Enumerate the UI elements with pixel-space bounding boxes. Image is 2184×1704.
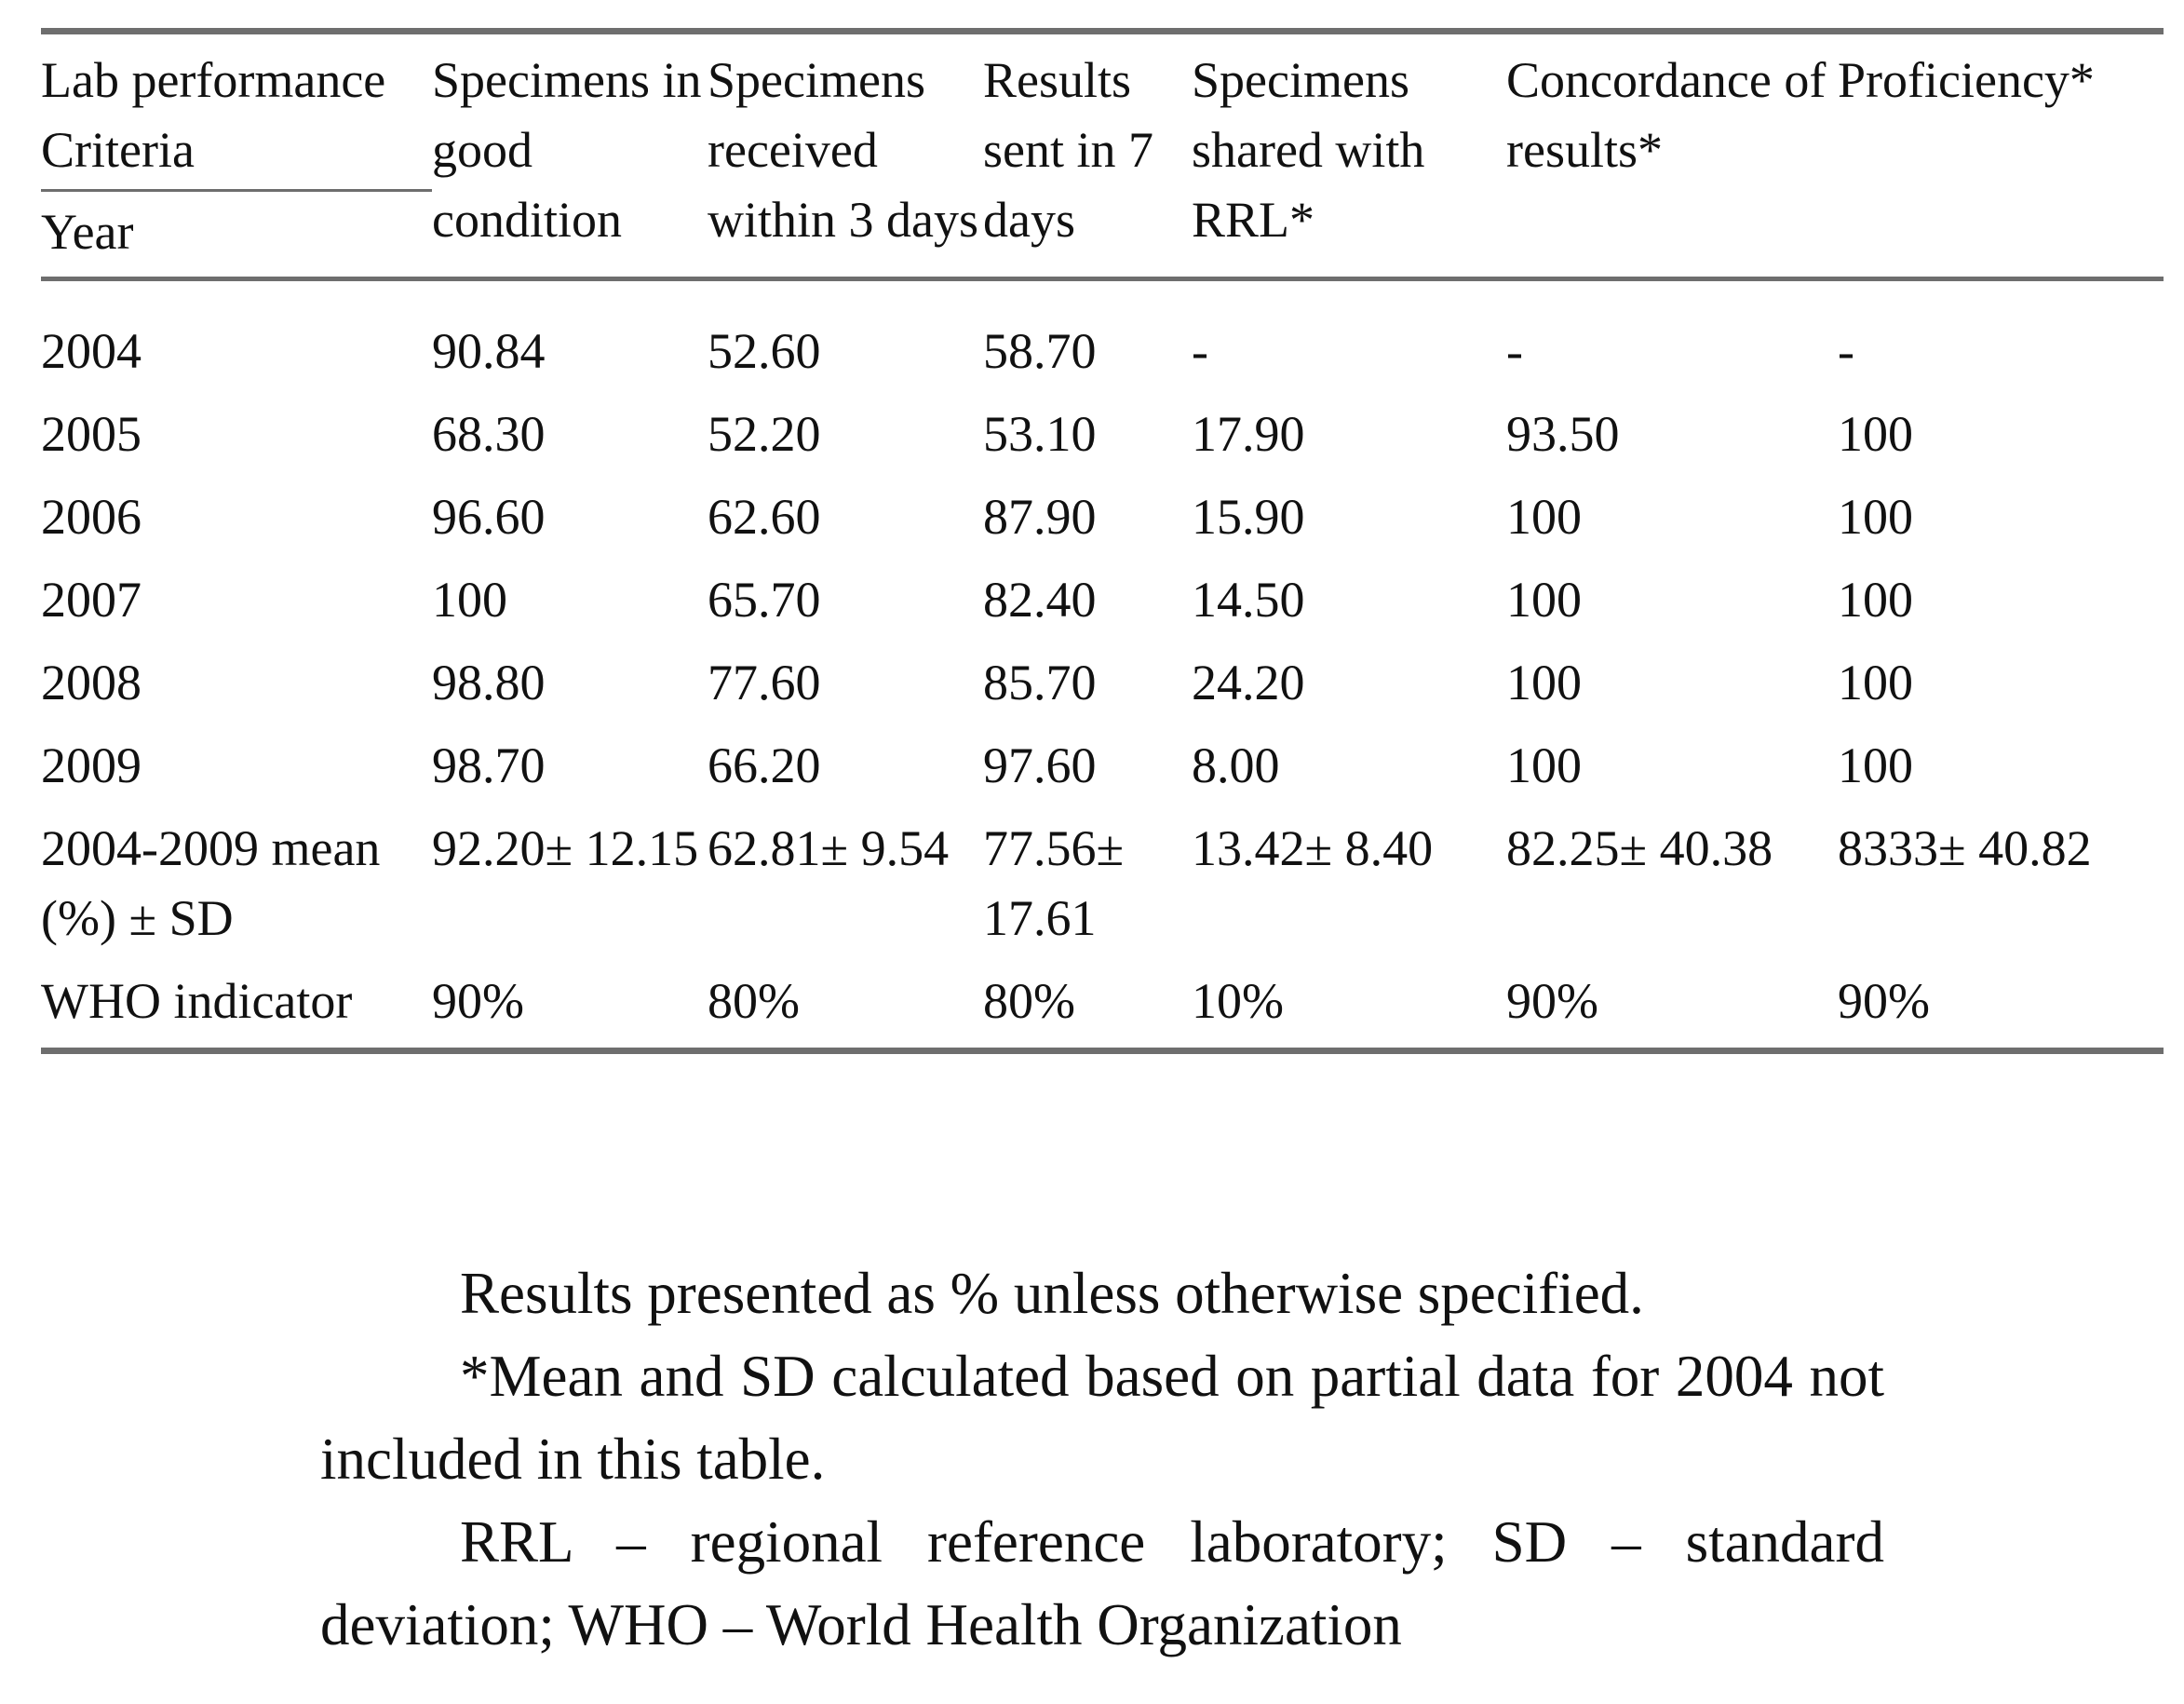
stub-header-bottom: Year xyxy=(41,204,134,260)
data-table-container: Lab performance Criteria Year Specimens … xyxy=(41,28,2164,1054)
table-cell: 100 xyxy=(1838,655,1913,710)
table-cell: 52.20 xyxy=(708,406,821,462)
table-cell: 100 xyxy=(1506,489,1582,545)
row-label: 2005 xyxy=(41,406,142,462)
table-cell: 62.60 xyxy=(708,489,821,545)
header-row: Lab performance Criteria Year Specimens … xyxy=(41,34,2164,277)
table-cell: 90% xyxy=(432,973,524,1029)
column-header: Specimens in good condition xyxy=(432,52,702,248)
table-cell: 68.30 xyxy=(432,406,546,462)
table-cell: 10% xyxy=(1192,973,1284,1029)
row-label: 2004-2009 mean (%) ± SD xyxy=(41,820,381,946)
table-cell: 98.80 xyxy=(432,655,546,710)
row-label: 2004 xyxy=(41,323,142,379)
row-label: 2009 xyxy=(41,737,142,793)
table-cell: 77.60 xyxy=(708,655,821,710)
table-row: 2004 90.84 52.60 58.70 - - - xyxy=(41,281,2164,393)
table-cell: 98.70 xyxy=(432,737,546,793)
table-cell: 53.10 xyxy=(983,406,1097,462)
table-cell: 100 xyxy=(1838,489,1913,545)
table-cell: 100 xyxy=(1838,406,1913,462)
table-cell: 90% xyxy=(1506,973,1598,1029)
table-cell: 90% xyxy=(1838,973,1930,1029)
table-notes: Results presented as % unless otherwise … xyxy=(320,1252,1884,1667)
table-row: 2005 68.30 52.20 53.10 17.90 93.50 100 xyxy=(41,393,2164,476)
table-cell: 93.50 xyxy=(1506,406,1620,462)
table-cell: 97.60 xyxy=(983,737,1097,793)
table-header-rule xyxy=(41,277,2164,281)
row-label: WHO indicator xyxy=(41,973,353,1029)
table-row: 2006 96.60 62.60 87.90 15.90 100 100 xyxy=(41,476,2164,559)
column-header: Specimens received within 3 days xyxy=(708,52,978,248)
table-cell: 100 xyxy=(1838,572,1913,628)
note-abbreviations: RRL – regional reference laboratory; SD … xyxy=(320,1509,1884,1657)
table-row: 2007 100 65.70 82.40 14.50 100 100 xyxy=(41,559,2164,642)
row-label: 2006 xyxy=(41,489,142,545)
table-row-who: WHO indicator 90% 80% 80% 10% 90% 90% xyxy=(41,960,2164,1048)
stub-header: Lab performance Criteria Year xyxy=(41,34,432,277)
table-cell: 62.81± 9.54 xyxy=(708,820,950,876)
row-label: 2007 xyxy=(41,572,142,628)
table-cell: 58.70 xyxy=(983,323,1097,379)
table-cell: 80% xyxy=(708,973,800,1029)
table-cell: 87.90 xyxy=(983,489,1097,545)
note-units: Results presented as % unless otherwise … xyxy=(460,1261,1644,1326)
table-cell: 52.60 xyxy=(708,323,821,379)
table-body: 2004 90.84 52.60 58.70 - - - 2005 68.30 … xyxy=(41,281,2164,1048)
lab-performance-table-body: 2004 90.84 52.60 58.70 - - - 2005 68.30 … xyxy=(41,281,2164,1048)
column-header: Specimens shared with RRL* xyxy=(1192,52,1425,248)
table-cell: 96.60 xyxy=(432,489,546,545)
column-header: Proficiency* xyxy=(1838,52,2095,108)
table-cell: 8333± 40.82 xyxy=(1838,820,2092,876)
table-cell: 8.00 xyxy=(1192,737,1280,793)
table-cell: 100 xyxy=(1506,737,1582,793)
table-cell: - xyxy=(1192,323,1208,379)
table-bottom-rule xyxy=(41,1048,2164,1054)
table-cell: 90.84 xyxy=(432,323,546,379)
table-cell: 100 xyxy=(1506,655,1582,710)
table-cell: 24.20 xyxy=(1192,655,1305,710)
table-cell: - xyxy=(1506,323,1523,379)
lab-performance-table: Lab performance Criteria Year Specimens … xyxy=(41,34,2164,277)
table-cell: 66.20 xyxy=(708,737,821,793)
table-cell: 100 xyxy=(1838,737,1913,793)
table-cell: 85.70 xyxy=(983,655,1097,710)
table-row: 2009 98.70 66.20 97.60 8.00 100 100 xyxy=(41,724,2164,807)
table-cell: - xyxy=(1838,323,1854,379)
table-cell: 82.25± 40.38 xyxy=(1506,820,1773,876)
column-header: Results sent in 7 days xyxy=(983,52,1153,248)
table-cell: 92.20± 12.15 xyxy=(432,820,699,876)
column-header: Concordance of results* xyxy=(1506,52,1827,178)
note-partial-data: *Mean and SD calculated based on partial… xyxy=(320,1344,1884,1492)
table-header: Lab performance Criteria Year Specimens … xyxy=(41,34,2164,277)
table-cell: 80% xyxy=(983,973,1075,1029)
table-cell: 82.40 xyxy=(983,572,1097,628)
row-label: 2008 xyxy=(41,655,142,710)
table-cell: 13.42± 8.40 xyxy=(1192,820,1434,876)
table-row-summary: 2004-2009 mean (%) ± SD 92.20± 12.15 62.… xyxy=(41,807,2164,960)
table-cell: 14.50 xyxy=(1192,572,1305,628)
table-cell: 15.90 xyxy=(1192,489,1305,545)
table-cell: 77.56± 17.61 xyxy=(983,820,1125,946)
table-cell: 100 xyxy=(1506,572,1582,628)
stub-header-divider xyxy=(41,189,432,192)
table-cell: 17.90 xyxy=(1192,406,1305,462)
table-row: 2008 98.80 77.60 85.70 24.20 100 100 xyxy=(41,642,2164,724)
stub-header-top: Lab performance Criteria xyxy=(41,52,386,178)
table-cell: 100 xyxy=(432,572,507,628)
table-top-rule xyxy=(41,28,2164,34)
table-cell: 65.70 xyxy=(708,572,821,628)
